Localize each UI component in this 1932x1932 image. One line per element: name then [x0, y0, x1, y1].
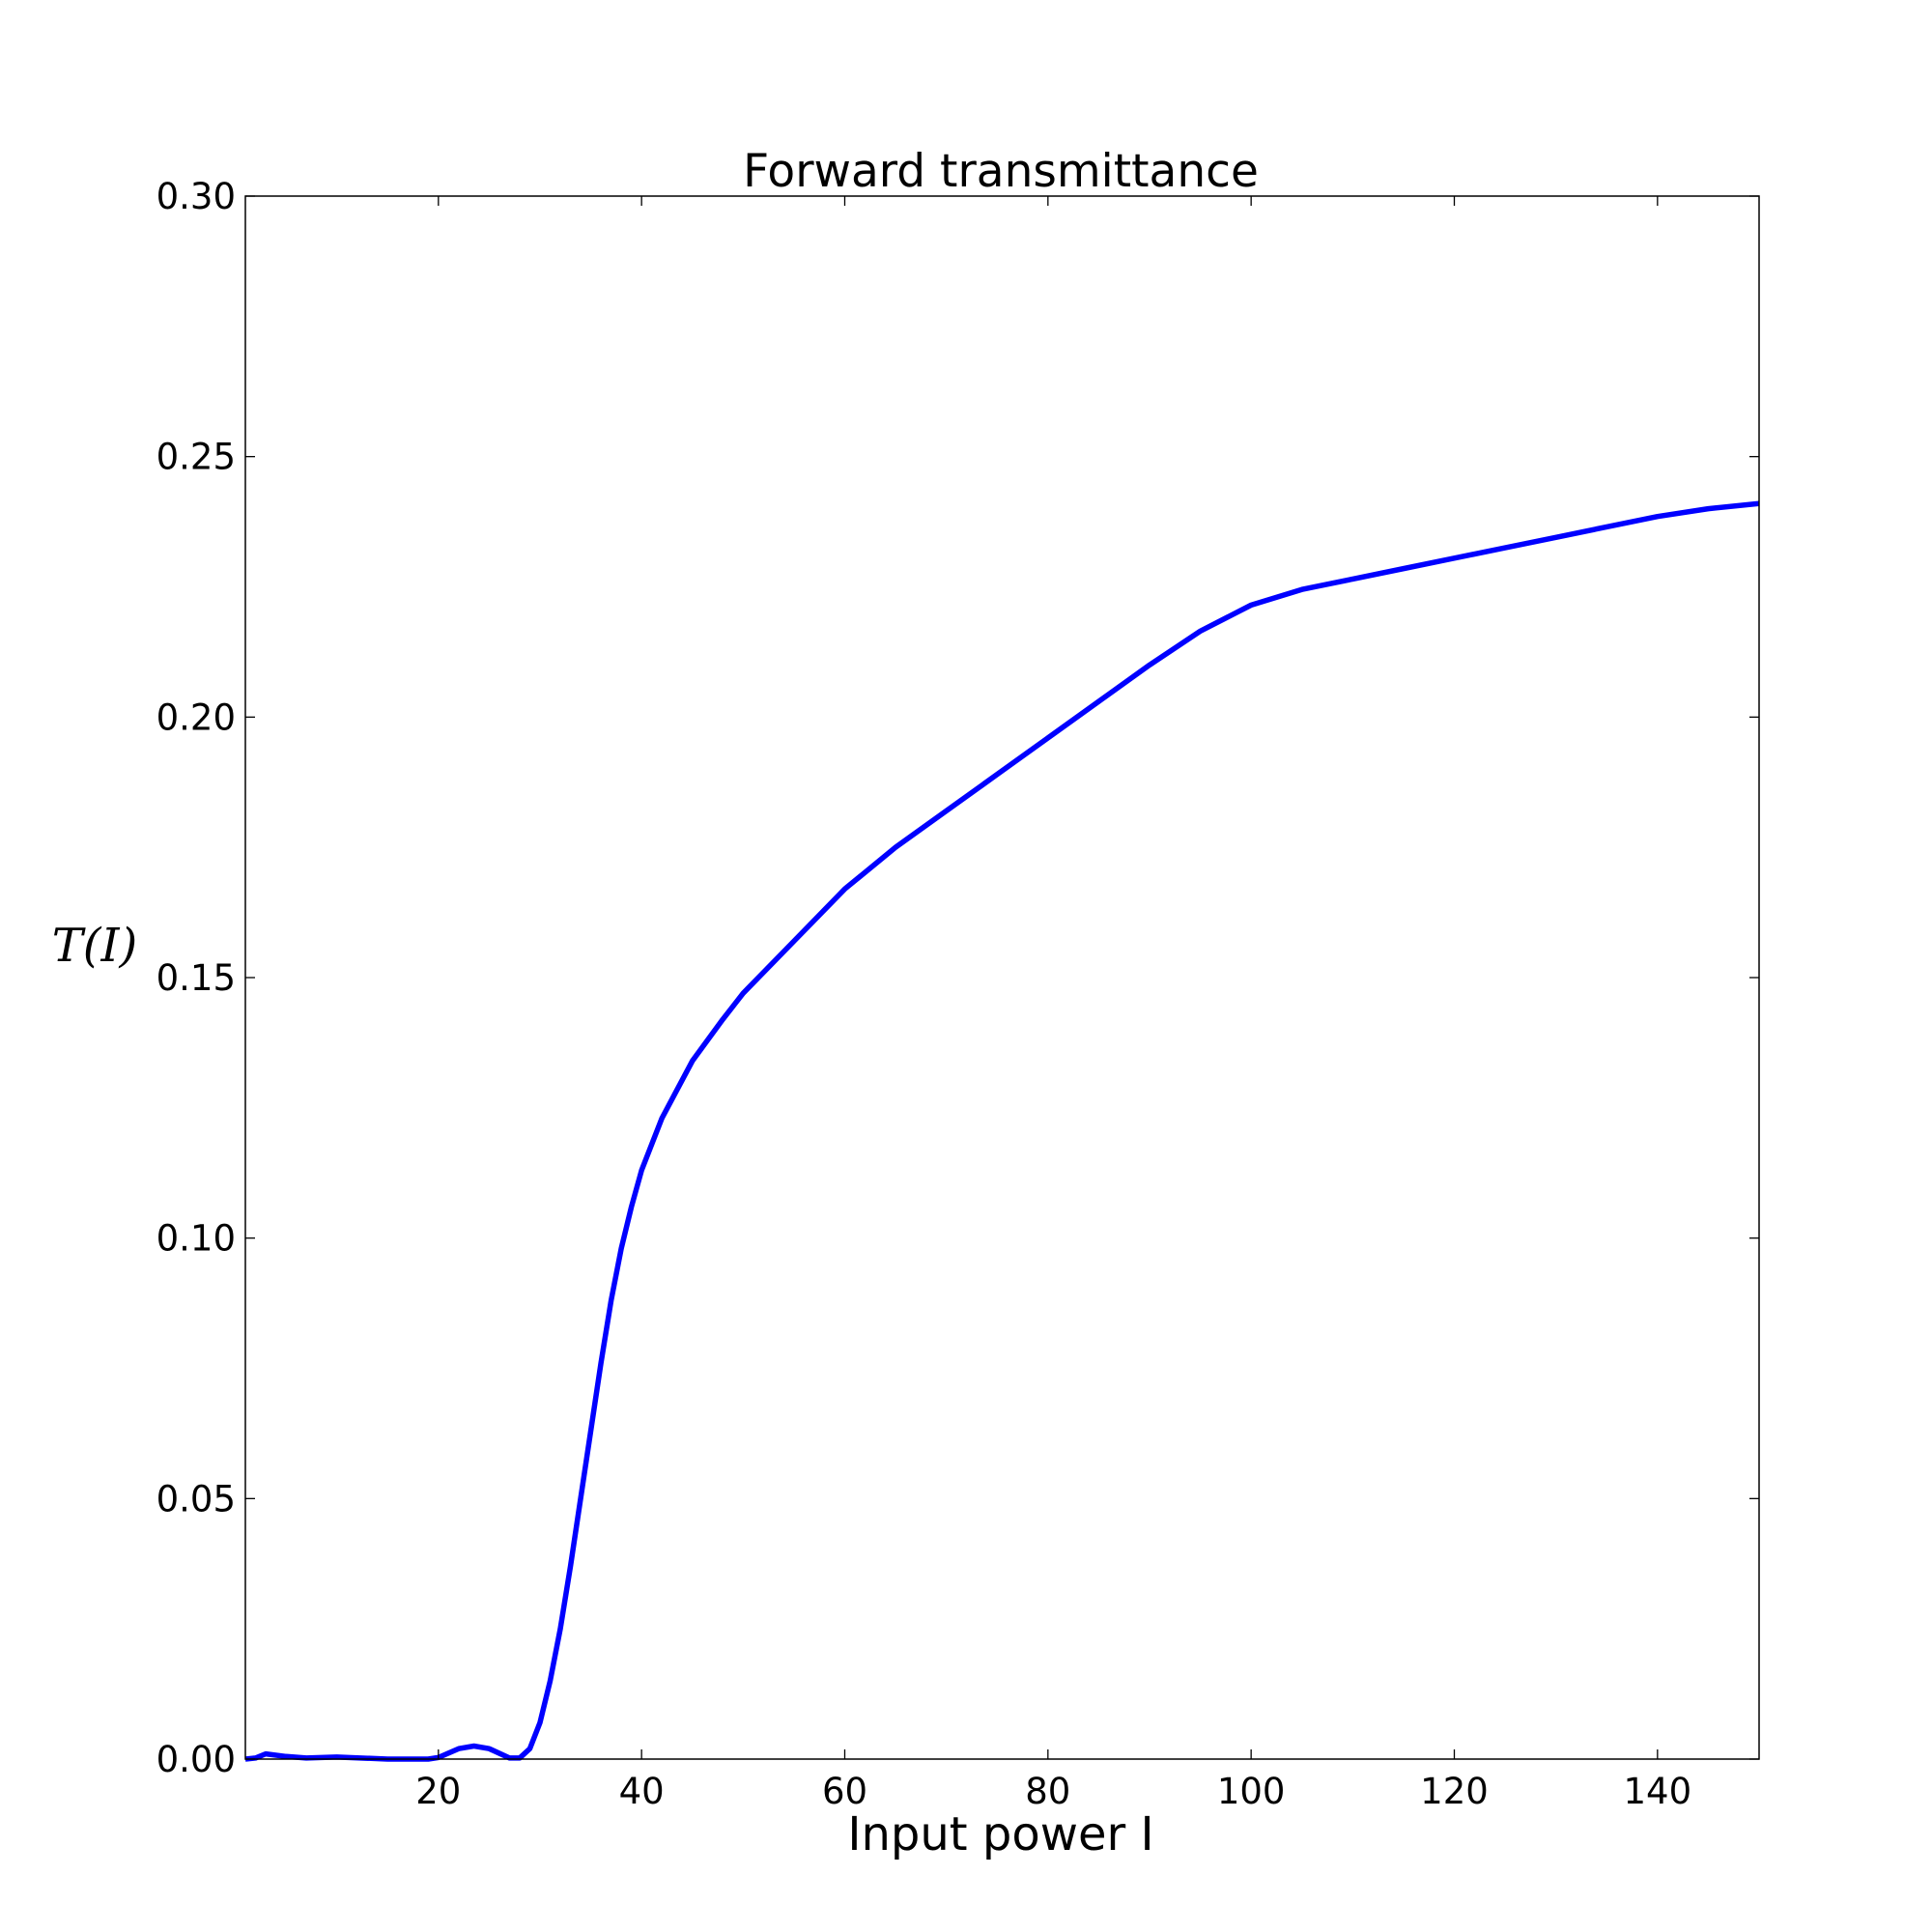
chart-title: Forward transmittance	[743, 145, 1259, 198]
y-tick-label: 0.25	[156, 437, 236, 478]
y-tick-label: 0.20	[156, 696, 236, 738]
plot-frame	[244, 195, 1760, 1760]
x-tick-label: 80	[1025, 1771, 1070, 1812]
y-axis-label: T(I)	[52, 919, 137, 973]
x-axis-label: Input power I	[847, 1807, 1153, 1861]
y-tick-label: 0.05	[156, 1478, 236, 1520]
x-tick-label: 20	[415, 1771, 461, 1812]
x-tick-label: 140	[1624, 1771, 1692, 1812]
y-tick-label: 0.10	[156, 1218, 236, 1260]
y-tick-label: 0.30	[156, 176, 236, 217]
y-tick-label: 0.15	[156, 957, 236, 999]
y-tick-label: 0.00	[156, 1739, 236, 1780]
x-tick-label: 60	[822, 1771, 867, 1812]
x-tick-label: 40	[619, 1771, 665, 1812]
x-tick-label: 120	[1420, 1771, 1489, 1812]
x-tick-label: 100	[1217, 1771, 1286, 1812]
data-line	[245, 500, 1759, 1762]
